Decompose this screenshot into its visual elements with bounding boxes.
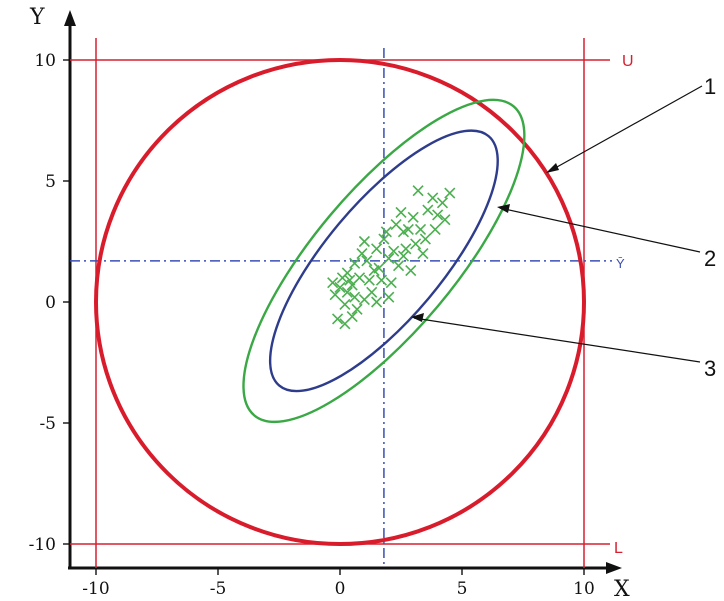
data-point [432,209,444,221]
callout-2-label: 2 [704,246,716,271]
y-tick-label: 0 [45,293,56,313]
x-tick-label: 5 [457,579,468,599]
x-tick-label: 0 [335,579,346,599]
x-tick-label: -10 [82,579,109,599]
data-point [336,272,349,284]
data-point [371,296,383,308]
data-point [331,313,344,325]
data-point [429,223,441,235]
data-point [356,248,368,260]
data-point [349,291,361,303]
data-point [419,233,431,245]
y-tick-label: 10 [34,51,56,71]
data-point [349,257,361,269]
data-point [405,264,417,277]
y-tick-label: -5 [39,414,56,434]
mean-y-label: Ȳ [616,256,625,271]
data-point [358,235,370,248]
data-point [361,255,373,267]
data-point [327,277,339,289]
data-point [410,238,422,250]
data-point [385,277,397,289]
callout-2-leader [499,207,701,253]
data-point [380,226,392,238]
data-point [444,187,456,199]
data-point [363,274,375,286]
upper-limit-label: U [622,53,634,70]
callout-1-label: 1 [704,74,716,99]
data-point [366,286,378,298]
data-point [339,298,351,310]
data-point [422,204,434,216]
data-point [373,262,385,274]
data-point [412,185,424,197]
data-point [378,233,390,245]
data-point [344,274,356,286]
data-point [427,192,439,204]
data-point [353,272,366,284]
green-ellipse-curve-2 [242,98,526,424]
outer-circle-curve-1 [94,58,586,546]
data-point [334,281,346,294]
data-point [439,214,451,226]
callout-2-arrowhead [497,204,510,213]
y-tick-label: 5 [45,172,56,192]
data-point [407,211,419,223]
data-point [383,252,395,265]
data-point [351,303,363,315]
data-point [390,218,402,231]
callout-3-label: 3 [704,356,716,381]
callout-3-arrowhead [411,313,424,322]
data-point [346,310,358,323]
data-point [388,245,400,257]
data-point [402,223,414,235]
x-tick-label: 10 [573,579,595,599]
data-point [414,223,427,235]
data-point [392,260,405,272]
lower-limit-label: L [614,540,623,557]
data-point [383,291,395,303]
data-point [397,250,410,262]
blue-ellipse-curve-3 [268,129,499,393]
data-point [329,289,341,301]
x-axis-label: X [614,577,630,601]
callout-1-arrowhead [546,163,559,173]
x-tick-label: -5 [210,579,227,599]
data-point [417,248,429,260]
data-point [395,206,407,219]
x-axis-arrow [606,562,622,574]
y-tick-label: -10 [29,535,56,555]
data-point [400,243,412,255]
y-axis-arrow [64,10,76,26]
y-axis-label: Y [29,5,45,30]
callout-3-leader [413,317,701,363]
callout-1-leader [547,85,703,173]
data-point [375,274,388,286]
data-point [341,286,353,298]
data-point [436,197,449,209]
data-point [371,243,383,255]
